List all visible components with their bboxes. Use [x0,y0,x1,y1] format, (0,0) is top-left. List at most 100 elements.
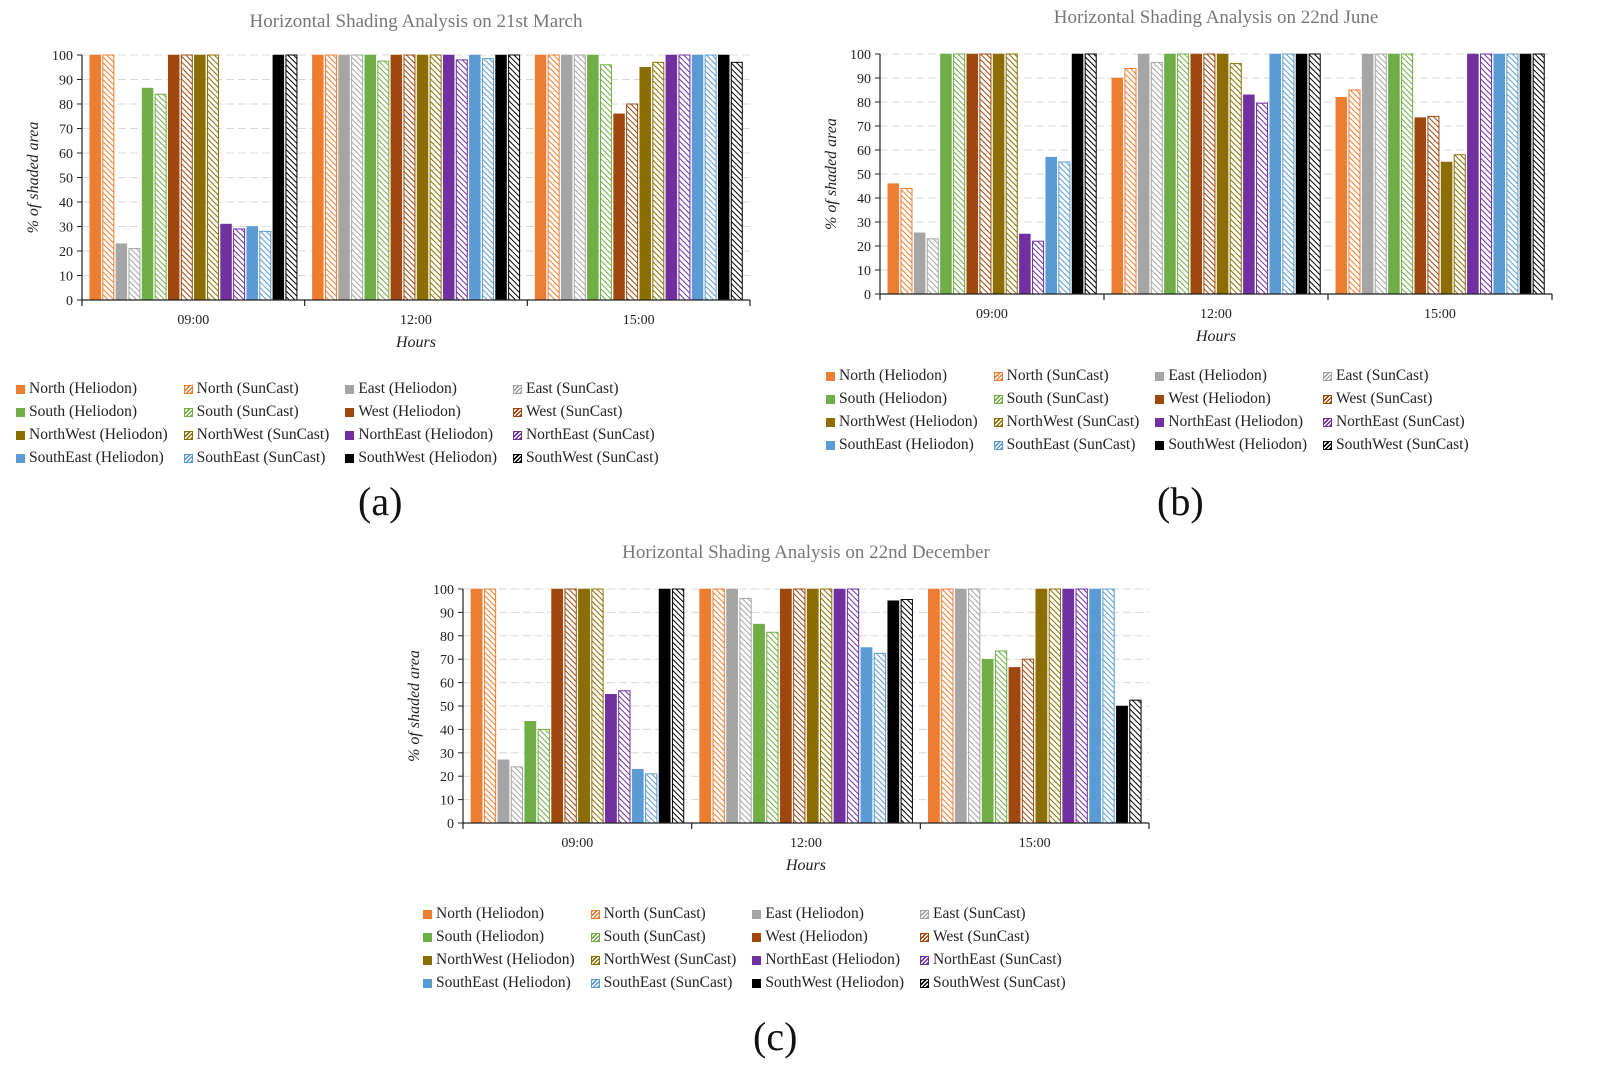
bar-1500-14 [1519,53,1532,295]
legend-label: West (Heliodon) [765,928,868,945]
legend-label: East (Heliodon) [1168,367,1267,384]
legend-swatch [919,932,929,942]
bar-1500-6 [1008,667,1021,824]
legend-item: East (Heliodon) [752,905,904,923]
y-tick-label: 100 [52,49,73,64]
bar-1200-15 [900,599,913,824]
panel-label-c: (c) [753,1014,798,1059]
bar-1500-12 [691,54,704,301]
bar-1500-14 [1116,705,1128,824]
legend-label: West (SunCast) [932,928,1030,945]
bar-1500-10 [665,54,678,301]
y-tick-label: 40 [857,192,871,207]
y-tick-label: 20 [440,770,454,785]
bar-1200-10 [833,588,846,824]
bar-1200-4 [364,54,376,301]
legend-swatch [993,371,1003,381]
bar-1200-12 [1269,53,1281,295]
legend-swatch [512,407,522,417]
x-axis-title: Hours [785,857,826,874]
y-tick-label: 40 [59,196,73,211]
chart-title: Horizontal Shading Analysis on 21st Marc… [250,11,583,32]
bar-1200-6 [1190,53,1203,295]
legend-swatch [345,384,355,394]
legend-swatch [919,955,929,965]
bar-1200-15 [508,54,521,301]
legend-swatch [512,453,522,463]
y-tick-label: 60 [440,677,454,692]
legend-label: NorthEast (SunCast) [525,426,655,443]
bar-1200-8 [806,588,819,824]
legend-swatch [993,417,1003,427]
bar-0900-9 [1005,53,1018,295]
bar-0900-13 [645,773,658,824]
legend-label: West (Heliodon) [1168,390,1271,407]
legend-swatch [993,394,1003,404]
legend-swatch [345,430,355,440]
legend-swatch [826,417,835,427]
y-axis-title: % of shaded area [823,118,840,230]
bar-0900-6 [551,588,564,824]
bar-0900-6 [167,54,180,301]
legend-item: East (SunCast) [1322,367,1469,385]
bar-0900-14 [272,54,285,301]
legend-label: SouthWest (Heliodon) [765,974,904,991]
bar-0900-9 [591,588,604,824]
bar-0900-13 [259,230,272,301]
legend-swatch [1322,417,1332,427]
legend-item: SouthEast (Heliodon) [826,436,978,454]
bar-1500-0 [534,54,547,301]
bar-0900-11 [233,228,246,301]
bar-1200-11 [1256,102,1269,295]
legend-swatch [590,909,600,919]
legend-item: NorthEast (SunCast) [512,426,659,444]
bar-1200-3 [1150,61,1163,295]
legend-item: NorthEast (SunCast) [919,951,1066,969]
bar-chart-march: Horizontal Shading Analysis on 21st Marc… [25,11,751,351]
y-tick-label: 50 [59,172,73,187]
bar-0900-3 [128,248,141,301]
legend-label: East (SunCast) [932,905,1026,922]
legend-label: South (SunCast) [603,928,706,945]
bar-1500-9 [652,61,665,301]
bar-1500-1 [547,54,560,301]
legend-june: North (Heliodon) North (SunCast) East (Hel… [826,367,1469,454]
legend-item: SouthWest (Heliodon) [752,974,904,992]
bar-0900-15 [285,54,298,301]
panel-label-b: (b) [1157,479,1204,524]
y-tick-label: 90 [857,72,871,87]
bar-0900-12 [246,226,258,301]
bar-0900-4 [940,53,952,295]
bar-1500-8 [1440,161,1453,295]
legend-label: South (SunCast) [196,403,299,420]
x-tick-label: 09:00 [177,313,209,328]
bar-0900-1 [483,588,497,824]
legend-swatch [183,384,193,394]
bar-1200-9 [1229,63,1242,295]
bar-1500-13 [1102,588,1115,824]
y-tick-label: 70 [857,120,871,135]
legend-label: West (SunCast) [525,403,623,420]
y-axis-title: % of shaded area [25,122,42,234]
y-tick-label: 90 [440,606,454,621]
bar-chart-june: Horizontal Shading Analysis on 22nd June… [823,7,1553,345]
legend-item: South (Heliodon) [423,928,575,946]
legend-item: SouthWest (SunCast) [1322,436,1469,454]
y-tick-label: 70 [59,123,73,138]
bar-0900-8 [992,53,1005,295]
legend-label: East (SunCast) [525,380,619,397]
bar-1500-11 [1075,588,1088,824]
bar-0900-12 [631,768,644,824]
y-tick-label: 40 [440,723,454,738]
bar-0900-15 [1084,53,1097,295]
bar-1200-12 [469,54,481,301]
legend-item: South (Heliodon) [16,403,168,421]
bar-1200-9 [820,588,833,824]
legend-swatch [826,371,835,381]
bar-1500-9 [1048,588,1061,824]
legend-item: NorthEast (Heliodon) [752,951,904,969]
x-tick-label: 09:00 [561,836,593,851]
legend-swatch [16,407,25,417]
legend-item: North (Heliodon) [826,367,978,385]
bar-0900-7 [180,54,193,301]
